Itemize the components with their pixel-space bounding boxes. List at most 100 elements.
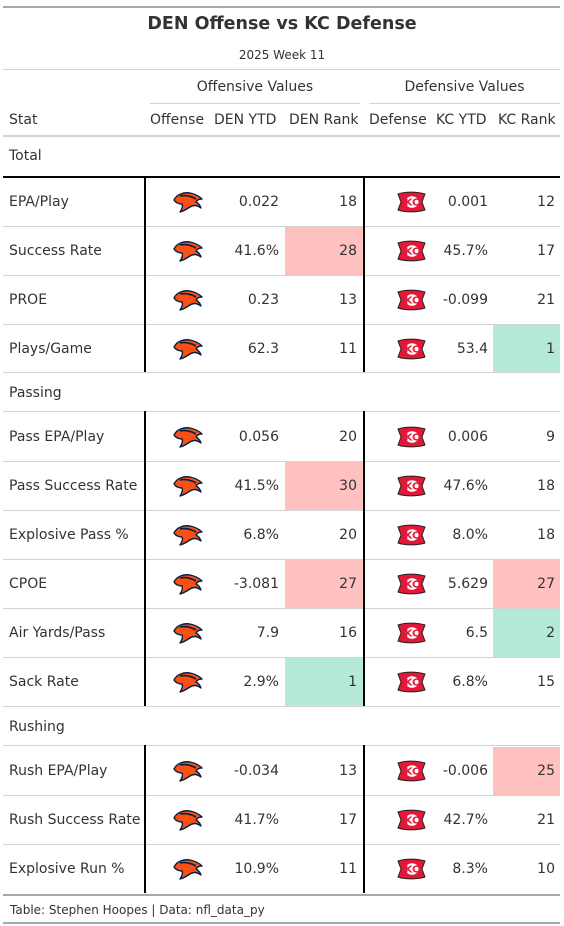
svg-text:KC: KC xyxy=(405,345,420,356)
svg-text:KC: KC xyxy=(405,767,420,778)
kc-ytd-value: 6.5 xyxy=(465,625,488,641)
den-ytd-value: 0.23 xyxy=(247,292,279,308)
group-label-rushing: Rushing xyxy=(9,719,65,735)
svg-text:KC: KC xyxy=(405,629,420,640)
svg-text:KC: KC xyxy=(405,247,420,258)
stat-name: Explosive Pass % xyxy=(9,527,129,543)
row-divider xyxy=(3,226,560,227)
den-rank-value: 13 xyxy=(339,763,357,779)
table-row: EPA/Play 0.022 18 KC 0.001 12 xyxy=(3,178,560,227)
den-rank-value: 13 xyxy=(339,292,357,308)
kc-rank-highlight xyxy=(493,609,560,657)
broncos-logo-icon xyxy=(172,670,204,698)
column-header-kc-ytd: KC YTD xyxy=(436,112,487,128)
chiefs-logo-icon: KC xyxy=(395,475,427,501)
broncos-logo-icon xyxy=(172,523,204,551)
den-ytd-value: 7.9 xyxy=(256,625,279,641)
chiefs-logo-icon: KC xyxy=(395,622,427,648)
group-top-border-passing xyxy=(3,372,560,373)
row-divider xyxy=(3,324,560,325)
table-row: Air Yards/Pass 7.9 16 KC 6.5 2 xyxy=(3,609,560,658)
row-divider xyxy=(3,510,560,511)
column-header-offense: Offense xyxy=(150,112,205,128)
kc-rank-value: 21 xyxy=(537,292,555,308)
group-label-passing: Passing xyxy=(9,385,62,401)
vertical-divider xyxy=(363,176,365,372)
kc-ytd-value: 42.7% xyxy=(443,812,488,828)
chiefs-logo-icon: KC xyxy=(395,809,427,835)
chiefs-logo-icon: KC xyxy=(395,191,427,217)
kc-ytd-value: -0.006 xyxy=(442,763,488,779)
den-rank-value: 20 xyxy=(339,429,357,445)
column-header-den-ytd: DEN YTD xyxy=(214,112,277,128)
header-divider xyxy=(3,69,560,70)
column-header-divider xyxy=(3,135,560,137)
den-ytd-value: -0.034 xyxy=(233,763,279,779)
den-rank-value: 11 xyxy=(339,861,357,877)
table-row: Sack Rate 2.9% 1 KC 6.8% 15 xyxy=(3,658,560,707)
kc-ytd-value: 5.629 xyxy=(447,576,488,592)
chiefs-logo-icon: KC xyxy=(395,426,427,452)
den-rank-highlight xyxy=(285,658,363,706)
chiefs-logo-icon: KC xyxy=(395,524,427,550)
kc-rank-value: 17 xyxy=(537,243,555,259)
svg-text:KC: KC xyxy=(405,816,420,827)
broncos-logo-icon xyxy=(172,759,204,787)
svg-text:KC: KC xyxy=(405,482,420,493)
kc-ytd-value: -0.099 xyxy=(442,292,488,308)
svg-text:KC: KC xyxy=(405,678,420,689)
chiefs-logo-icon: KC xyxy=(395,858,427,884)
kc-rank-value: 18 xyxy=(537,478,555,494)
row-divider xyxy=(3,559,560,560)
kc-rank-value: 15 xyxy=(537,674,555,690)
den-ytd-value: 0.056 xyxy=(238,429,279,445)
table-row: Pass EPA/Play 0.056 20 KC 0.006 9 xyxy=(3,413,560,462)
den-rank-value: 30 xyxy=(339,478,357,494)
broncos-logo-icon xyxy=(172,474,204,502)
table-row: Rush Success Rate 41.7% 17 KC 42.7% 21 xyxy=(3,796,560,845)
kc-rank-highlight xyxy=(493,325,560,373)
chiefs-logo-icon: KC xyxy=(395,573,427,599)
kc-rank-value: 27 xyxy=(537,576,555,592)
row-divider xyxy=(3,608,560,609)
kc-ytd-value: 8.0% xyxy=(452,527,488,543)
kc-rank-value: 21 xyxy=(537,812,555,828)
kc-ytd-value: 6.8% xyxy=(452,674,488,690)
stat-name: Air Yards/Pass xyxy=(9,625,106,641)
stat-name: EPA/Play xyxy=(9,194,69,210)
den-ytd-value: 62.3 xyxy=(247,341,279,357)
chiefs-logo-icon: KC xyxy=(395,289,427,315)
svg-text:KC: KC xyxy=(405,580,420,591)
row-divider xyxy=(3,795,560,796)
broncos-logo-icon xyxy=(172,808,204,836)
kc-rank-value: 10 xyxy=(537,861,555,877)
table-source-note: Table: Stephen Hoopes | Data: nfl_data_p… xyxy=(10,903,265,917)
den-rank-value: 11 xyxy=(339,341,357,357)
den-rank-highlight xyxy=(285,462,363,510)
column-header-defense: Defense xyxy=(369,112,427,128)
row-divider xyxy=(3,275,560,276)
den-rank-value: 1 xyxy=(348,674,357,690)
kc-ytd-value: 0.006 xyxy=(447,429,488,445)
stat-name: Sack Rate xyxy=(9,674,79,690)
den-ytd-value: 10.9% xyxy=(234,861,279,877)
kc-rank-value: 12 xyxy=(537,194,555,210)
vertical-divider xyxy=(363,745,365,893)
broncos-logo-icon xyxy=(172,239,204,267)
vertical-divider xyxy=(144,411,146,706)
den-ytd-value: 6.8% xyxy=(243,527,279,543)
kc-rank-value: 18 xyxy=(537,527,555,543)
kc-ytd-value: 8.3% xyxy=(452,861,488,877)
table-title: DEN Offense vs KC Defense xyxy=(147,14,417,34)
kc-rank-highlight xyxy=(493,560,560,608)
den-rank-value: 18 xyxy=(339,194,357,210)
kc-rank-value: 9 xyxy=(546,429,555,445)
broncos-logo-icon xyxy=(172,288,204,316)
kc-ytd-value: 45.7% xyxy=(443,243,488,259)
vertical-divider xyxy=(144,745,146,893)
den-ytd-value: 41.5% xyxy=(234,478,279,494)
chiefs-logo-icon: KC xyxy=(395,760,427,786)
table-row: PROE 0.23 13 KC -0.099 21 xyxy=(3,276,560,325)
stat-name: Rush Success Rate xyxy=(9,812,141,828)
